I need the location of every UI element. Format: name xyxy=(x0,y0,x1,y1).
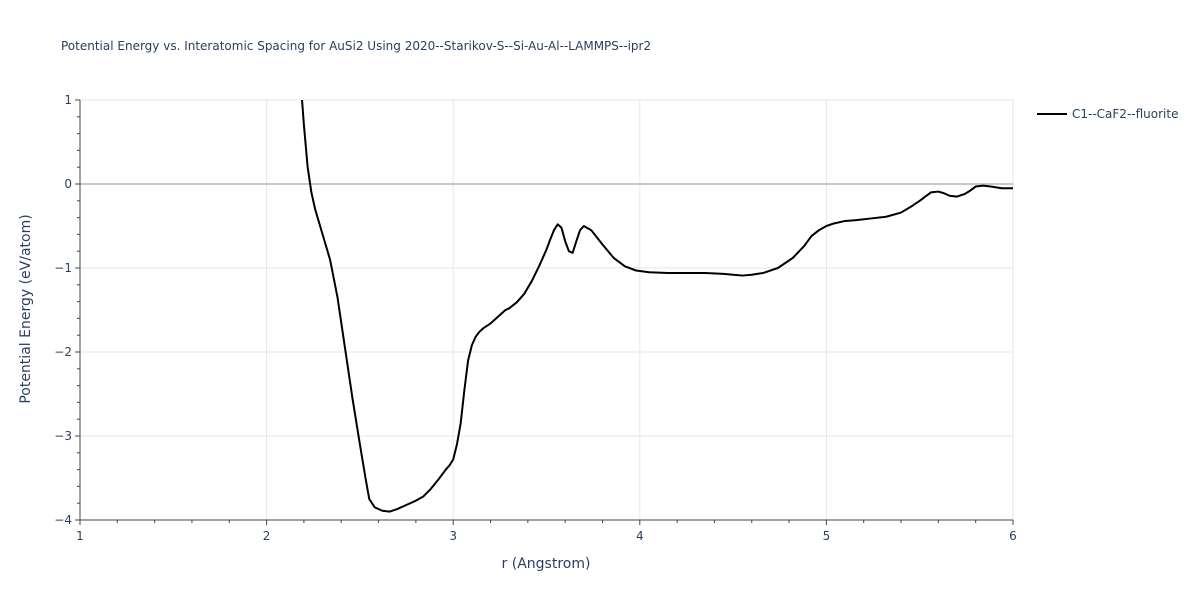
y-tick-label: 1 xyxy=(64,93,72,107)
x-tick-label: 3 xyxy=(449,529,457,543)
y-tick-label: 0 xyxy=(64,177,72,191)
x-tick-label: 4 xyxy=(636,529,644,543)
x-tick-label: 6 xyxy=(1009,529,1017,543)
x-tick-label: 5 xyxy=(823,529,831,543)
grid xyxy=(80,99,1014,520)
series-line-0[interactable] xyxy=(301,100,1013,513)
plot-area xyxy=(301,100,1013,513)
x-tick-label: 2 xyxy=(263,529,271,543)
x-axis-title: r (Angstrom) xyxy=(502,556,591,572)
chart-title: Potential Energy vs. Interatomic Spacing… xyxy=(61,39,651,53)
y-axis-title: Potential Energy (eV/atom) xyxy=(18,214,34,403)
y-tick-label: −1 xyxy=(54,261,72,275)
axes: 1 2 3 4 5 6 −4 −3 −2 −1 0 1 xyxy=(54,93,1017,543)
legend-label: C1--CaF2--fluorite xyxy=(1072,107,1178,121)
y-tick-label: −2 xyxy=(54,345,72,359)
y-tick-label: −3 xyxy=(54,429,72,443)
y-tick-label: −4 xyxy=(54,513,72,527)
x-tick-label: 1 xyxy=(76,529,84,543)
legend[interactable]: C1--CaF2--fluorite xyxy=(1037,107,1178,121)
